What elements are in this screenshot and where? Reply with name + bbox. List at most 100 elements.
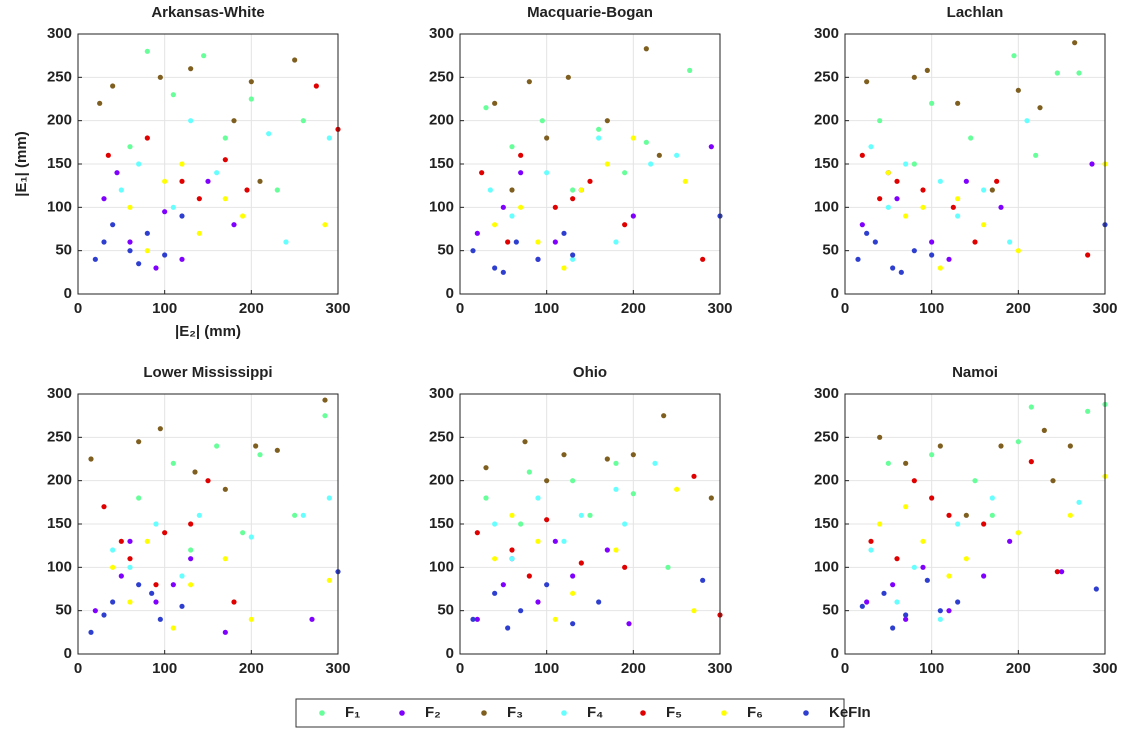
scatter-point	[535, 599, 541, 605]
scatter-point	[326, 577, 332, 583]
scatter-point	[570, 478, 576, 484]
scatter-point	[1054, 70, 1060, 76]
x-tick-label: 100	[919, 300, 944, 317]
scatter-point	[864, 230, 870, 236]
scatter-point	[222, 486, 228, 492]
scatter-point	[613, 486, 619, 492]
scatter-point	[570, 252, 576, 258]
scatter-point	[929, 452, 935, 458]
scatter-point	[708, 495, 714, 501]
scatter-point	[604, 118, 610, 124]
scatter-point	[626, 621, 632, 627]
scatter-point	[179, 178, 185, 184]
scatter-point	[518, 608, 524, 614]
scatter-point	[144, 48, 150, 54]
scatter-point	[864, 79, 870, 85]
scatter-point	[97, 100, 103, 106]
scatter-point	[144, 135, 150, 141]
scatter-point	[691, 608, 697, 614]
scatter-point	[1024, 118, 1030, 124]
scatter-point	[989, 495, 995, 501]
scatter-point	[1067, 512, 1073, 518]
scatter-point	[153, 521, 159, 527]
scatter-point	[924, 577, 930, 583]
scatter-point	[630, 452, 636, 458]
scatter-point	[526, 469, 532, 475]
scatter-point	[500, 269, 506, 275]
scatter-point	[1007, 239, 1013, 245]
y-tick-label: 50	[822, 242, 839, 259]
legend-label: F₄	[587, 704, 603, 721]
scatter-point	[1015, 530, 1021, 536]
x-tick-label: 200	[621, 660, 646, 677]
scatter-point	[509, 213, 515, 219]
x-tick-label: 0	[841, 660, 849, 677]
scatter-point	[968, 135, 974, 141]
y-tick-label: 150	[429, 515, 454, 532]
scatter-point	[105, 152, 111, 158]
scatter-point	[1015, 87, 1021, 93]
scatter-point	[885, 204, 891, 210]
scatter-point	[613, 460, 619, 466]
scatter-point	[929, 252, 935, 258]
panel-title: Ohio	[573, 364, 607, 381]
scatter-point	[643, 139, 649, 145]
x-tick-label: 200	[1006, 660, 1031, 677]
scatter-point	[170, 204, 176, 210]
y-tick-label: 100	[429, 198, 454, 215]
scatter-point	[950, 204, 956, 210]
scatter-point	[162, 530, 168, 536]
scatter-point	[894, 599, 900, 605]
scatter-point	[604, 456, 610, 462]
scatter-point	[924, 67, 930, 73]
x-tick-label: 300	[1092, 300, 1117, 317]
scatter-point	[855, 256, 861, 262]
scatter-point	[981, 187, 987, 193]
scatter-point	[687, 67, 693, 73]
scatter-point	[622, 564, 628, 570]
scatter-point	[513, 239, 519, 245]
scatter-point	[483, 105, 489, 111]
scatter-point	[972, 239, 978, 245]
scatter-point	[257, 178, 263, 184]
y-tick-label: 50	[822, 602, 839, 619]
y-tick-label: 200	[429, 112, 454, 129]
scatter-point	[946, 573, 952, 579]
y-tick-label: 50	[55, 242, 72, 259]
scatter-point	[492, 556, 498, 562]
scatter-point	[604, 161, 610, 167]
scatter-point	[674, 152, 680, 158]
scatter-point	[309, 616, 315, 622]
scatter-point	[998, 204, 1004, 210]
y-tick-label: 0	[64, 645, 72, 662]
scatter-point	[136, 261, 142, 267]
scatter-point	[157, 616, 163, 622]
scatter-point	[127, 144, 133, 150]
scatter-point	[136, 161, 142, 167]
axes-box	[844, 33, 1106, 295]
x-tick-label: 300	[325, 300, 350, 317]
scatter-point	[188, 118, 194, 124]
panel-title: Lachlan	[947, 4, 1004, 21]
scatter-point	[170, 92, 176, 98]
scatter-point	[292, 57, 298, 63]
scatter-point	[114, 170, 120, 176]
y-tick-label: 200	[814, 112, 839, 129]
scatter-point	[479, 170, 485, 176]
scatter-point	[313, 83, 319, 89]
scatter-point	[188, 66, 194, 72]
scatter-point	[1085, 252, 1091, 258]
scatter-point	[162, 252, 168, 258]
scatter-point	[981, 521, 987, 527]
scatter-point	[946, 608, 952, 614]
scatter-point	[881, 590, 887, 596]
scatter-point	[587, 512, 593, 518]
x-tick-label: 200	[621, 300, 646, 317]
y-tick-label: 250	[47, 428, 72, 445]
scatter-point	[544, 135, 550, 141]
scatter-point	[1072, 40, 1078, 46]
scatter-point	[1050, 478, 1056, 484]
scatter-point	[604, 547, 610, 553]
scatter-point	[222, 157, 228, 163]
legend-label: F₂	[425, 704, 441, 721]
